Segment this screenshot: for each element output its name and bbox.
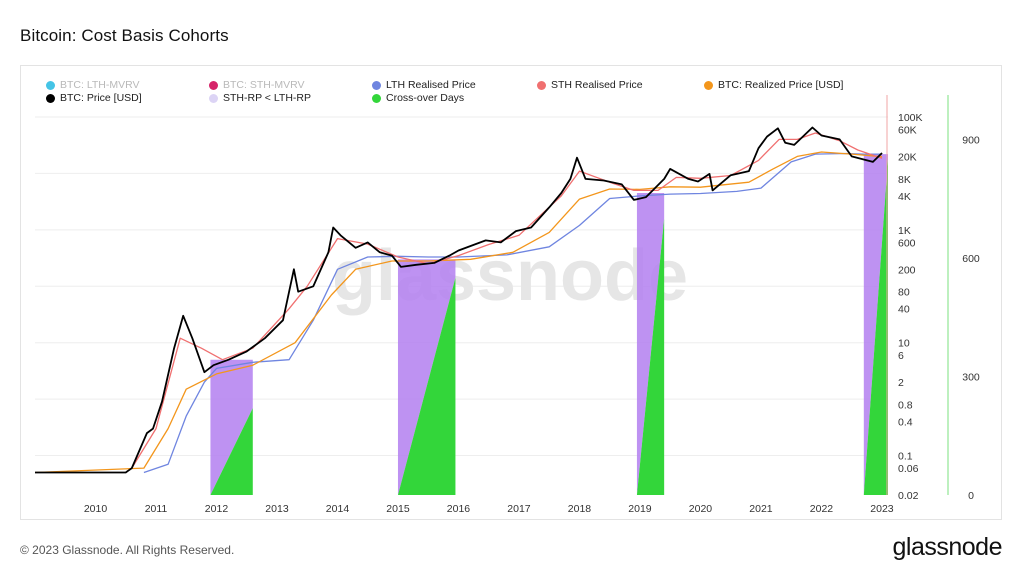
legend-item[interactable]: LTH Realised Price [372,79,476,91]
x-tick-label: 2023 [870,503,894,515]
axes: 2010 2011 2012 2013 2014 2015 2016 2017 2018 2019… [84,95,980,515]
legend-item[interactable]: BTC: LTH-MVRV [46,79,140,91]
series-line [34,151,883,474]
legend-label: Cross-over Days [386,92,465,104]
x-tick-label: 2021 [749,503,773,515]
y2-tick-label: 0 [968,490,974,502]
y-tick-label: 60K [898,125,917,137]
copyright-footer: © 2023 Glassnode. All Rights Reserved. [20,543,235,557]
legend-swatch [372,93,381,103]
legend-label: STH-RP < LTH-RP [223,92,311,104]
y2-tick-label: 900 [962,135,980,147]
y-tick-label: 600 [898,237,916,249]
brand-logo[interactable]: glassnode [892,533,1003,561]
y2-tick-label: 300 [962,372,980,384]
crossover-days-area [636,218,665,495]
y-tick-label: 80 [898,287,910,299]
y-tick-label: 100K [898,112,923,124]
crossover-days-area [397,277,456,495]
legend-label: BTC: LTH-MVRV [60,79,140,91]
y-tick-label: 0.8 [898,400,913,412]
legend-swatch [46,80,55,90]
sth-lt-lth-region [210,359,253,495]
x-tick-label: 2016 [447,503,471,515]
y-tick-label: 40 [898,304,910,316]
legend-swatch [209,80,218,90]
legend-swatch [372,80,381,90]
legend-item[interactable]: STH-RP < LTH-RP [209,92,311,104]
y-tick-label: 10 [898,338,910,350]
legend-item[interactable]: BTC: Realized Price [USD] [704,79,843,91]
legend-label: LTH Realised Price [386,79,476,91]
y-tick-label: 0.1 [898,451,913,463]
y-tick-label: 0.02 [898,490,919,502]
x-tick-label: 2022 [810,503,834,515]
legend-swatch [704,80,713,90]
legend-item[interactable]: STH Realised Price [537,79,643,91]
legend-item[interactable]: Cross-over Days [372,92,464,104]
sth-lt-lth-region [636,192,665,495]
watermark: glassnode [332,236,688,316]
legend-swatch [46,93,55,103]
x-tick-label: 2015 [386,503,410,515]
sth-lt-lth-region [863,154,888,495]
crossover-days-area [863,159,888,495]
y-tick-label: 0.4 [898,417,913,429]
x-tick-label: 2011 [145,503,168,515]
x-tick-label: 2018 [568,503,592,515]
chart-panel [20,65,1002,520]
series-line [35,126,883,474]
legend-label: BTC: Price [USD] [60,92,142,104]
y-tick-label: 200 [898,264,916,276]
x-tick-label: 2020 [689,503,713,515]
legend-swatch [537,80,546,90]
legend-label: BTC: STH-MVRV [223,79,305,91]
y-tick-label: 20K [898,151,917,163]
legend-swatch [209,93,218,103]
crossover-days-area [210,408,253,495]
legend-item[interactable]: BTC: Price [USD] [46,92,142,104]
sth-lt-lth-region [397,259,456,495]
y2-tick-label: 600 [962,253,980,265]
series [34,126,883,474]
x-tick-label: 2019 [628,503,652,515]
x-tick-label: 2010 [84,503,108,515]
y-tick-label: 4K [898,191,911,203]
y-tick-label: 8K [898,174,911,186]
y-tick-label: 0.06 [898,463,919,475]
page-title: Bitcoin: Cost Basis Cohorts [20,26,229,45]
regions [210,154,888,495]
x-tick-label: 2014 [326,503,350,515]
y-tick-label: 2 [898,377,904,389]
legend-item[interactable]: BTC: STH-MVRV [209,79,304,91]
x-tick-label: 2012 [205,503,229,515]
y-tick-label: 1K [898,225,911,237]
series-line [143,152,882,474]
grid [35,116,888,457]
x-tick-label: 2013 [265,503,289,515]
legend-label: STH Realised Price [551,79,643,91]
x-tick-label: 2017 [507,503,531,515]
y-tick-label: 6 [898,350,904,362]
legend-label: BTC: Realized Price [USD] [718,79,844,91]
